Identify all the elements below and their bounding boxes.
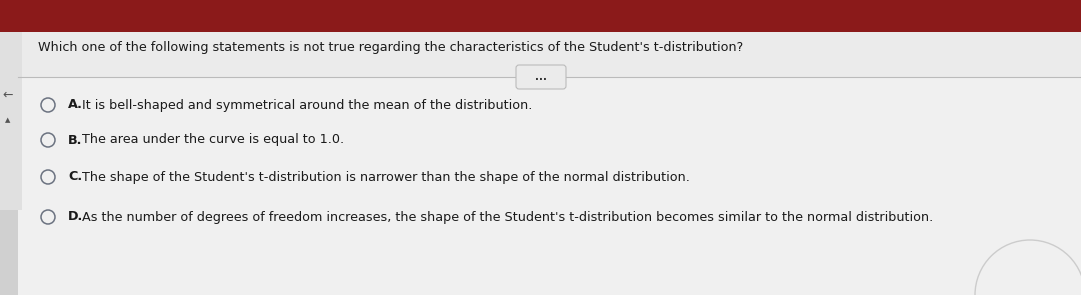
Bar [18, 32, 1081, 77]
Text: As the number of degrees of freedom increases, the shape of the Student's t-dist: As the number of degrees of freedom incr… [82, 211, 933, 224]
Text: It is bell-shaped and symmetrical around the mean of the distribution.: It is bell-shaped and symmetrical around… [82, 99, 532, 112]
Text: B.: B. [68, 134, 82, 147]
Text: The shape of the Student's t-distribution is narrower than the shape of the norm: The shape of the Student's t-distributio… [82, 171, 690, 183]
Text: ...: ... [535, 72, 547, 82]
Bar [0, 32, 1081, 295]
Text: ▲: ▲ [5, 117, 11, 123]
Bar [0, 32, 18, 295]
Text: A.: A. [68, 99, 83, 112]
Bar [0, 0, 1081, 32]
Text: Which one of the following statements is not true regarding the characteristics : Which one of the following statements is… [38, 40, 744, 53]
Text: C.: C. [68, 171, 82, 183]
Text: D.: D. [68, 211, 83, 224]
FancyBboxPatch shape [516, 65, 566, 89]
Bar [0, 32, 22, 210]
Text: ←: ← [3, 88, 13, 101]
Text: The area under the curve is equal to 1.0.: The area under the curve is equal to 1.0… [82, 134, 344, 147]
